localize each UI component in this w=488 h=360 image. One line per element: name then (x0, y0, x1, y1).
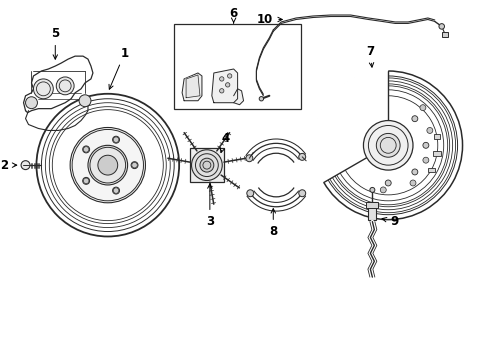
Bar (174, 24, 301, 109)
Circle shape (298, 190, 305, 197)
Circle shape (200, 158, 213, 172)
Circle shape (112, 187, 119, 194)
Circle shape (422, 157, 428, 163)
Circle shape (112, 136, 119, 143)
Circle shape (82, 146, 89, 153)
Bar (189, 148, 224, 183)
Circle shape (411, 169, 417, 175)
Circle shape (131, 162, 138, 168)
Circle shape (246, 190, 253, 197)
Circle shape (376, 134, 399, 157)
Circle shape (98, 155, 118, 175)
Polygon shape (233, 89, 243, 105)
Bar (433, 134, 440, 139)
Wedge shape (311, 69, 387, 184)
Circle shape (298, 153, 305, 160)
Circle shape (225, 83, 229, 87)
Bar (441, 32, 447, 37)
Circle shape (33, 79, 53, 99)
Circle shape (219, 77, 224, 81)
Circle shape (369, 188, 374, 192)
Circle shape (82, 177, 89, 184)
Circle shape (426, 127, 432, 134)
Circle shape (422, 142, 428, 148)
Bar (432, 152, 440, 156)
Text: 8: 8 (268, 209, 277, 238)
Polygon shape (182, 73, 202, 101)
Text: 4: 4 (220, 132, 229, 153)
Circle shape (113, 188, 119, 193)
Circle shape (70, 127, 145, 203)
Circle shape (227, 74, 231, 78)
Circle shape (21, 161, 30, 170)
Circle shape (245, 155, 252, 162)
Circle shape (438, 24, 444, 29)
Bar (366, 202, 378, 208)
Text: 5: 5 (51, 27, 59, 59)
Circle shape (409, 180, 415, 186)
Text: 10: 10 (257, 13, 282, 26)
Text: 9: 9 (381, 215, 398, 228)
Circle shape (191, 150, 222, 180)
Text: 2: 2 (0, 159, 17, 172)
Circle shape (385, 180, 390, 186)
Text: 7: 7 (366, 45, 374, 67)
Circle shape (259, 96, 263, 101)
Circle shape (219, 89, 224, 93)
Circle shape (79, 95, 91, 107)
Text: 3: 3 (205, 184, 213, 228)
Circle shape (363, 121, 412, 170)
Circle shape (419, 105, 425, 111)
Polygon shape (186, 75, 200, 98)
Text: 6: 6 (229, 7, 237, 23)
Circle shape (113, 137, 119, 143)
Text: 1: 1 (109, 47, 128, 89)
Bar (367, 202, 376, 220)
Circle shape (380, 187, 386, 193)
Circle shape (411, 116, 417, 122)
Polygon shape (211, 69, 237, 103)
Bar (427, 168, 434, 172)
Circle shape (25, 97, 38, 109)
Circle shape (88, 145, 127, 185)
Circle shape (56, 77, 74, 95)
Circle shape (83, 147, 89, 152)
Circle shape (83, 178, 89, 184)
Circle shape (131, 162, 137, 168)
